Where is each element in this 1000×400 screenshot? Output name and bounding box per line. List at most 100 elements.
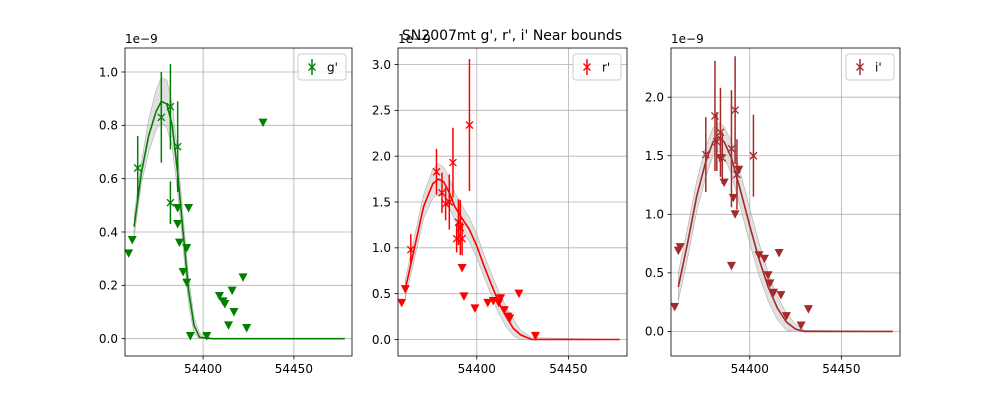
plot-area xyxy=(125,64,345,341)
x-marker-stroke xyxy=(718,154,727,163)
upper-limit-marker xyxy=(796,321,806,331)
x-tick-label: 54400 xyxy=(731,362,769,376)
grid xyxy=(125,48,352,356)
upper-limit-marker xyxy=(530,331,540,341)
upper-limit-marker xyxy=(229,308,239,317)
detection-point xyxy=(166,181,175,224)
x-marker-stroke xyxy=(732,170,741,179)
x-marker-stroke xyxy=(749,151,758,160)
fit-curve xyxy=(404,178,620,341)
upper-limit-marker xyxy=(459,292,469,301)
y-tick-label: 1.5 xyxy=(372,195,391,209)
x-tick-label: 54450 xyxy=(822,362,860,376)
upper-limit-marker xyxy=(803,305,813,314)
upper-limit-marker xyxy=(125,249,134,258)
upper-limit-marker xyxy=(242,324,252,333)
upper-limit-marker xyxy=(776,291,786,300)
upper-limit-marker xyxy=(769,288,779,298)
upper-limit-marker xyxy=(483,298,493,308)
detection-point xyxy=(157,72,166,163)
y-tick-label: 1.0 xyxy=(645,208,664,222)
legend: r' xyxy=(572,53,622,81)
axes-frame xyxy=(670,47,901,357)
upper-limit-marker xyxy=(178,268,188,277)
upper-limit-marker xyxy=(675,243,685,252)
y-tick-label: 0.0 xyxy=(99,332,118,346)
x-tick-label: 54450 xyxy=(275,362,313,376)
legend-box xyxy=(297,53,347,81)
legend: i' xyxy=(845,53,895,81)
confidence-band xyxy=(405,163,620,340)
detection-point xyxy=(458,222,467,256)
axes-frame xyxy=(124,47,353,357)
upper-limit-marker xyxy=(765,279,775,288)
detection-point xyxy=(701,117,710,193)
y-tick-label: 0.5 xyxy=(645,266,664,280)
upper-limit-marker xyxy=(754,251,764,260)
x-marker-stroke xyxy=(449,158,457,167)
upper-limit-marker xyxy=(730,210,740,219)
upper-limit-marker xyxy=(514,289,524,299)
figure-title: SN2007mt g', r', i' Near bounds xyxy=(402,28,622,44)
x-tick-label: 54400 xyxy=(184,362,222,376)
detection-point xyxy=(173,101,182,192)
x-marker-stroke xyxy=(438,188,446,197)
x-marker-stroke xyxy=(173,142,182,151)
y-tick-label: 1.0 xyxy=(372,241,391,255)
axis-offset-text: 1e−9 xyxy=(671,32,704,46)
y-tick-label: 2.0 xyxy=(645,90,664,104)
legend-label: g' xyxy=(327,61,338,75)
upper-limit-marker xyxy=(763,271,773,280)
legend-box xyxy=(572,53,622,81)
chart-panel-g: 54400 54450 0.0 0.2 0.4 0.6 0.8 1.0 1e−9 g' xyxy=(99,32,353,376)
x-tick-label: 54400 xyxy=(458,362,496,376)
x-marker-stroke xyxy=(157,113,166,122)
confidence-band xyxy=(678,122,893,332)
x-marker-stroke xyxy=(716,128,725,137)
upper-limit-marker xyxy=(182,278,192,288)
upper-limit-marker xyxy=(470,304,480,313)
x-marker-stroke xyxy=(432,167,441,176)
y-tick-label: 0.2 xyxy=(99,279,118,293)
y-tick-label: 0.5 xyxy=(372,287,391,301)
plot-area xyxy=(671,56,893,333)
detection-point xyxy=(718,132,727,184)
detection-point xyxy=(166,64,175,150)
x-marker-stroke xyxy=(458,234,467,243)
upper-limit-marker xyxy=(227,286,237,296)
legend-box xyxy=(845,53,895,81)
upper-limit-marker xyxy=(398,298,407,308)
detection-point xyxy=(432,148,441,195)
x-marker-stroke xyxy=(465,121,474,129)
upper-limit-marker xyxy=(184,204,194,213)
grid xyxy=(671,48,900,356)
upper-limit-marker xyxy=(258,118,268,128)
upper-limit-marker xyxy=(238,273,248,282)
upper-limit-marker xyxy=(185,332,195,341)
y-tick-label: 2.5 xyxy=(372,104,391,118)
detection-point xyxy=(445,174,454,230)
detection-point xyxy=(712,112,721,171)
upper-limit-marker xyxy=(671,302,680,312)
y-tick-label: 1.0 xyxy=(99,65,118,79)
y-tick-label: 0.0 xyxy=(372,333,391,347)
fit-curve xyxy=(133,100,345,340)
legend-marker-stroke xyxy=(583,63,591,71)
axis-offset-text: 1e−9 xyxy=(398,32,431,46)
upper-limit-marker xyxy=(174,238,184,248)
legend-label: r' xyxy=(602,61,610,75)
fit-curve xyxy=(677,135,893,333)
legend: g' xyxy=(297,53,347,81)
detection-point xyxy=(449,127,457,198)
x-marker-stroke xyxy=(727,144,736,153)
upper-limit-marker xyxy=(214,292,224,301)
upper-limit-marker xyxy=(499,306,509,315)
x-tick-label: 54450 xyxy=(549,362,587,376)
upper-limit-marker xyxy=(496,294,506,303)
chart-panel-i: 54400 54450 0.0 0.5 1.0 1.5 2.0 1e−9 i' xyxy=(645,32,901,376)
y-tick-label: 3.0 xyxy=(372,58,391,72)
detection-point xyxy=(749,114,758,197)
x-marker-stroke xyxy=(701,150,710,159)
upper-limit-marker xyxy=(202,332,212,341)
detection-point xyxy=(465,59,474,191)
